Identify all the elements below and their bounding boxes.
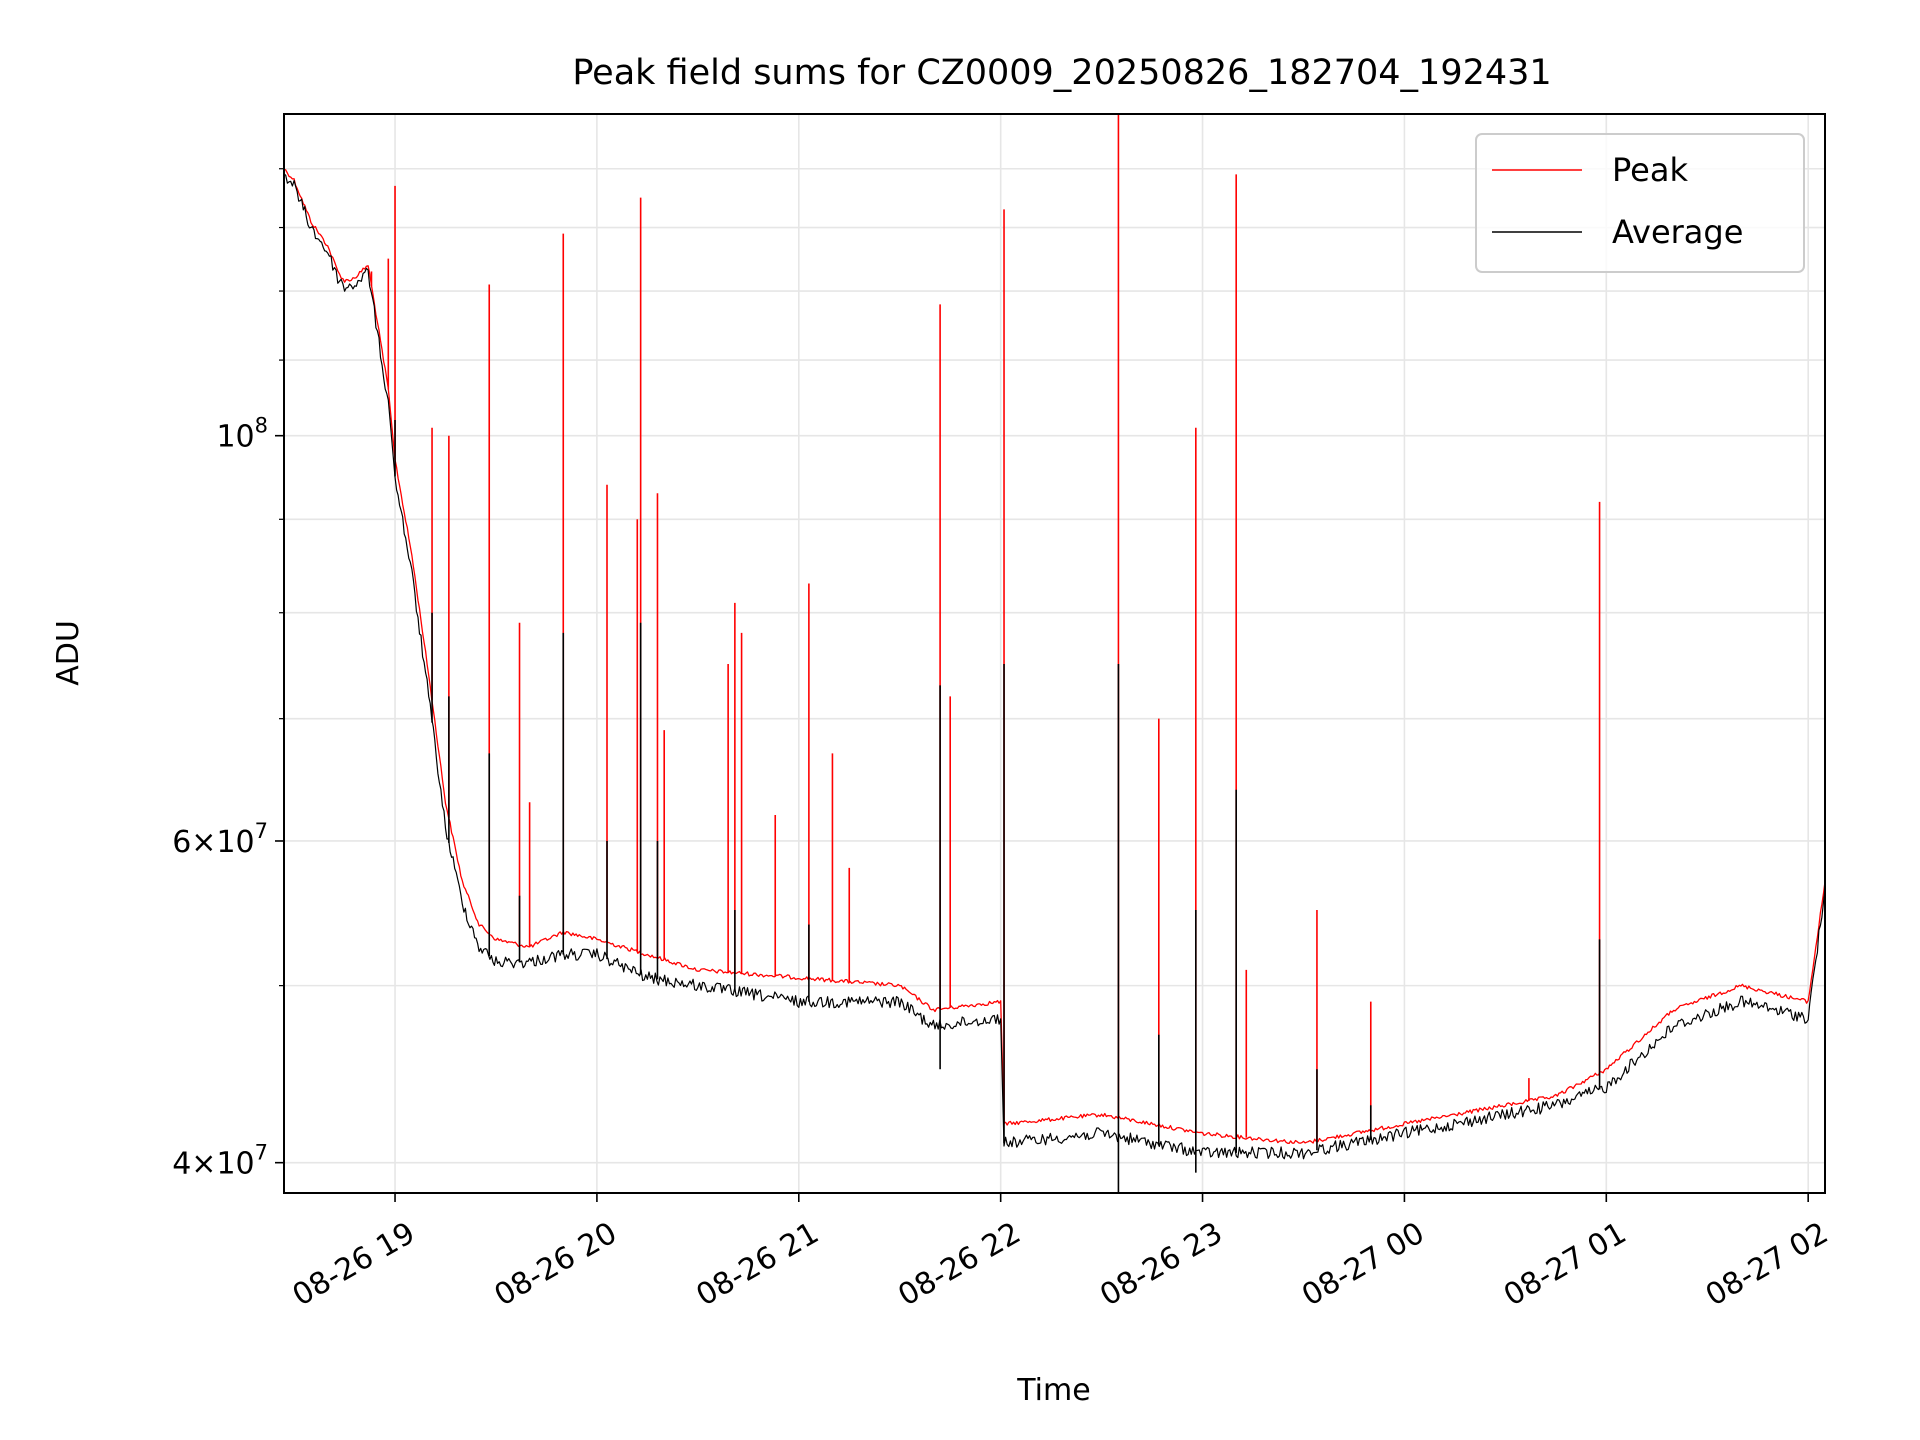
legend: Peak Average — [1475, 133, 1805, 273]
y-tick-mantissa: 6 — [172, 825, 191, 860]
x-axis-label: Time — [1016, 1373, 1090, 1408]
y-tick-exponent: 8 — [255, 414, 268, 438]
legend-average-label: Average — [1612, 213, 1743, 251]
series-layer — [283, 114, 1826, 1193]
peak-series — [283, 114, 1826, 1145]
y-tick-label: 6×107 — [172, 819, 268, 860]
y-axis-label: ADU — [51, 620, 86, 686]
y-tick-mantissa: 4 — [172, 1147, 191, 1182]
y-tick-base: 10 — [216, 1147, 254, 1182]
y-tick-base: 10 — [216, 420, 254, 455]
average-series-line — [283, 173, 1826, 1160]
legend-peak-label: Peak — [1612, 151, 1688, 189]
y-tick-label: 108 — [216, 414, 268, 455]
peak-series-line — [283, 168, 1826, 1145]
y-tick-label: 4×107 — [172, 1141, 268, 1182]
y-tick-exponent: 7 — [255, 819, 268, 843]
y-tick-times: × — [191, 1147, 216, 1182]
plot-frame — [283, 113, 1826, 1194]
legend-box — [1475, 133, 1805, 273]
grid-lines — [284, 114, 1825, 1193]
y-tick-base: 10 — [216, 825, 254, 860]
average-series — [283, 173, 1826, 1193]
y-tick-exponent: 7 — [255, 1141, 268, 1165]
chart-title: Peak field sums for CZ0009_20250826_1827… — [572, 53, 1551, 93]
y-tick-times: × — [191, 825, 216, 860]
